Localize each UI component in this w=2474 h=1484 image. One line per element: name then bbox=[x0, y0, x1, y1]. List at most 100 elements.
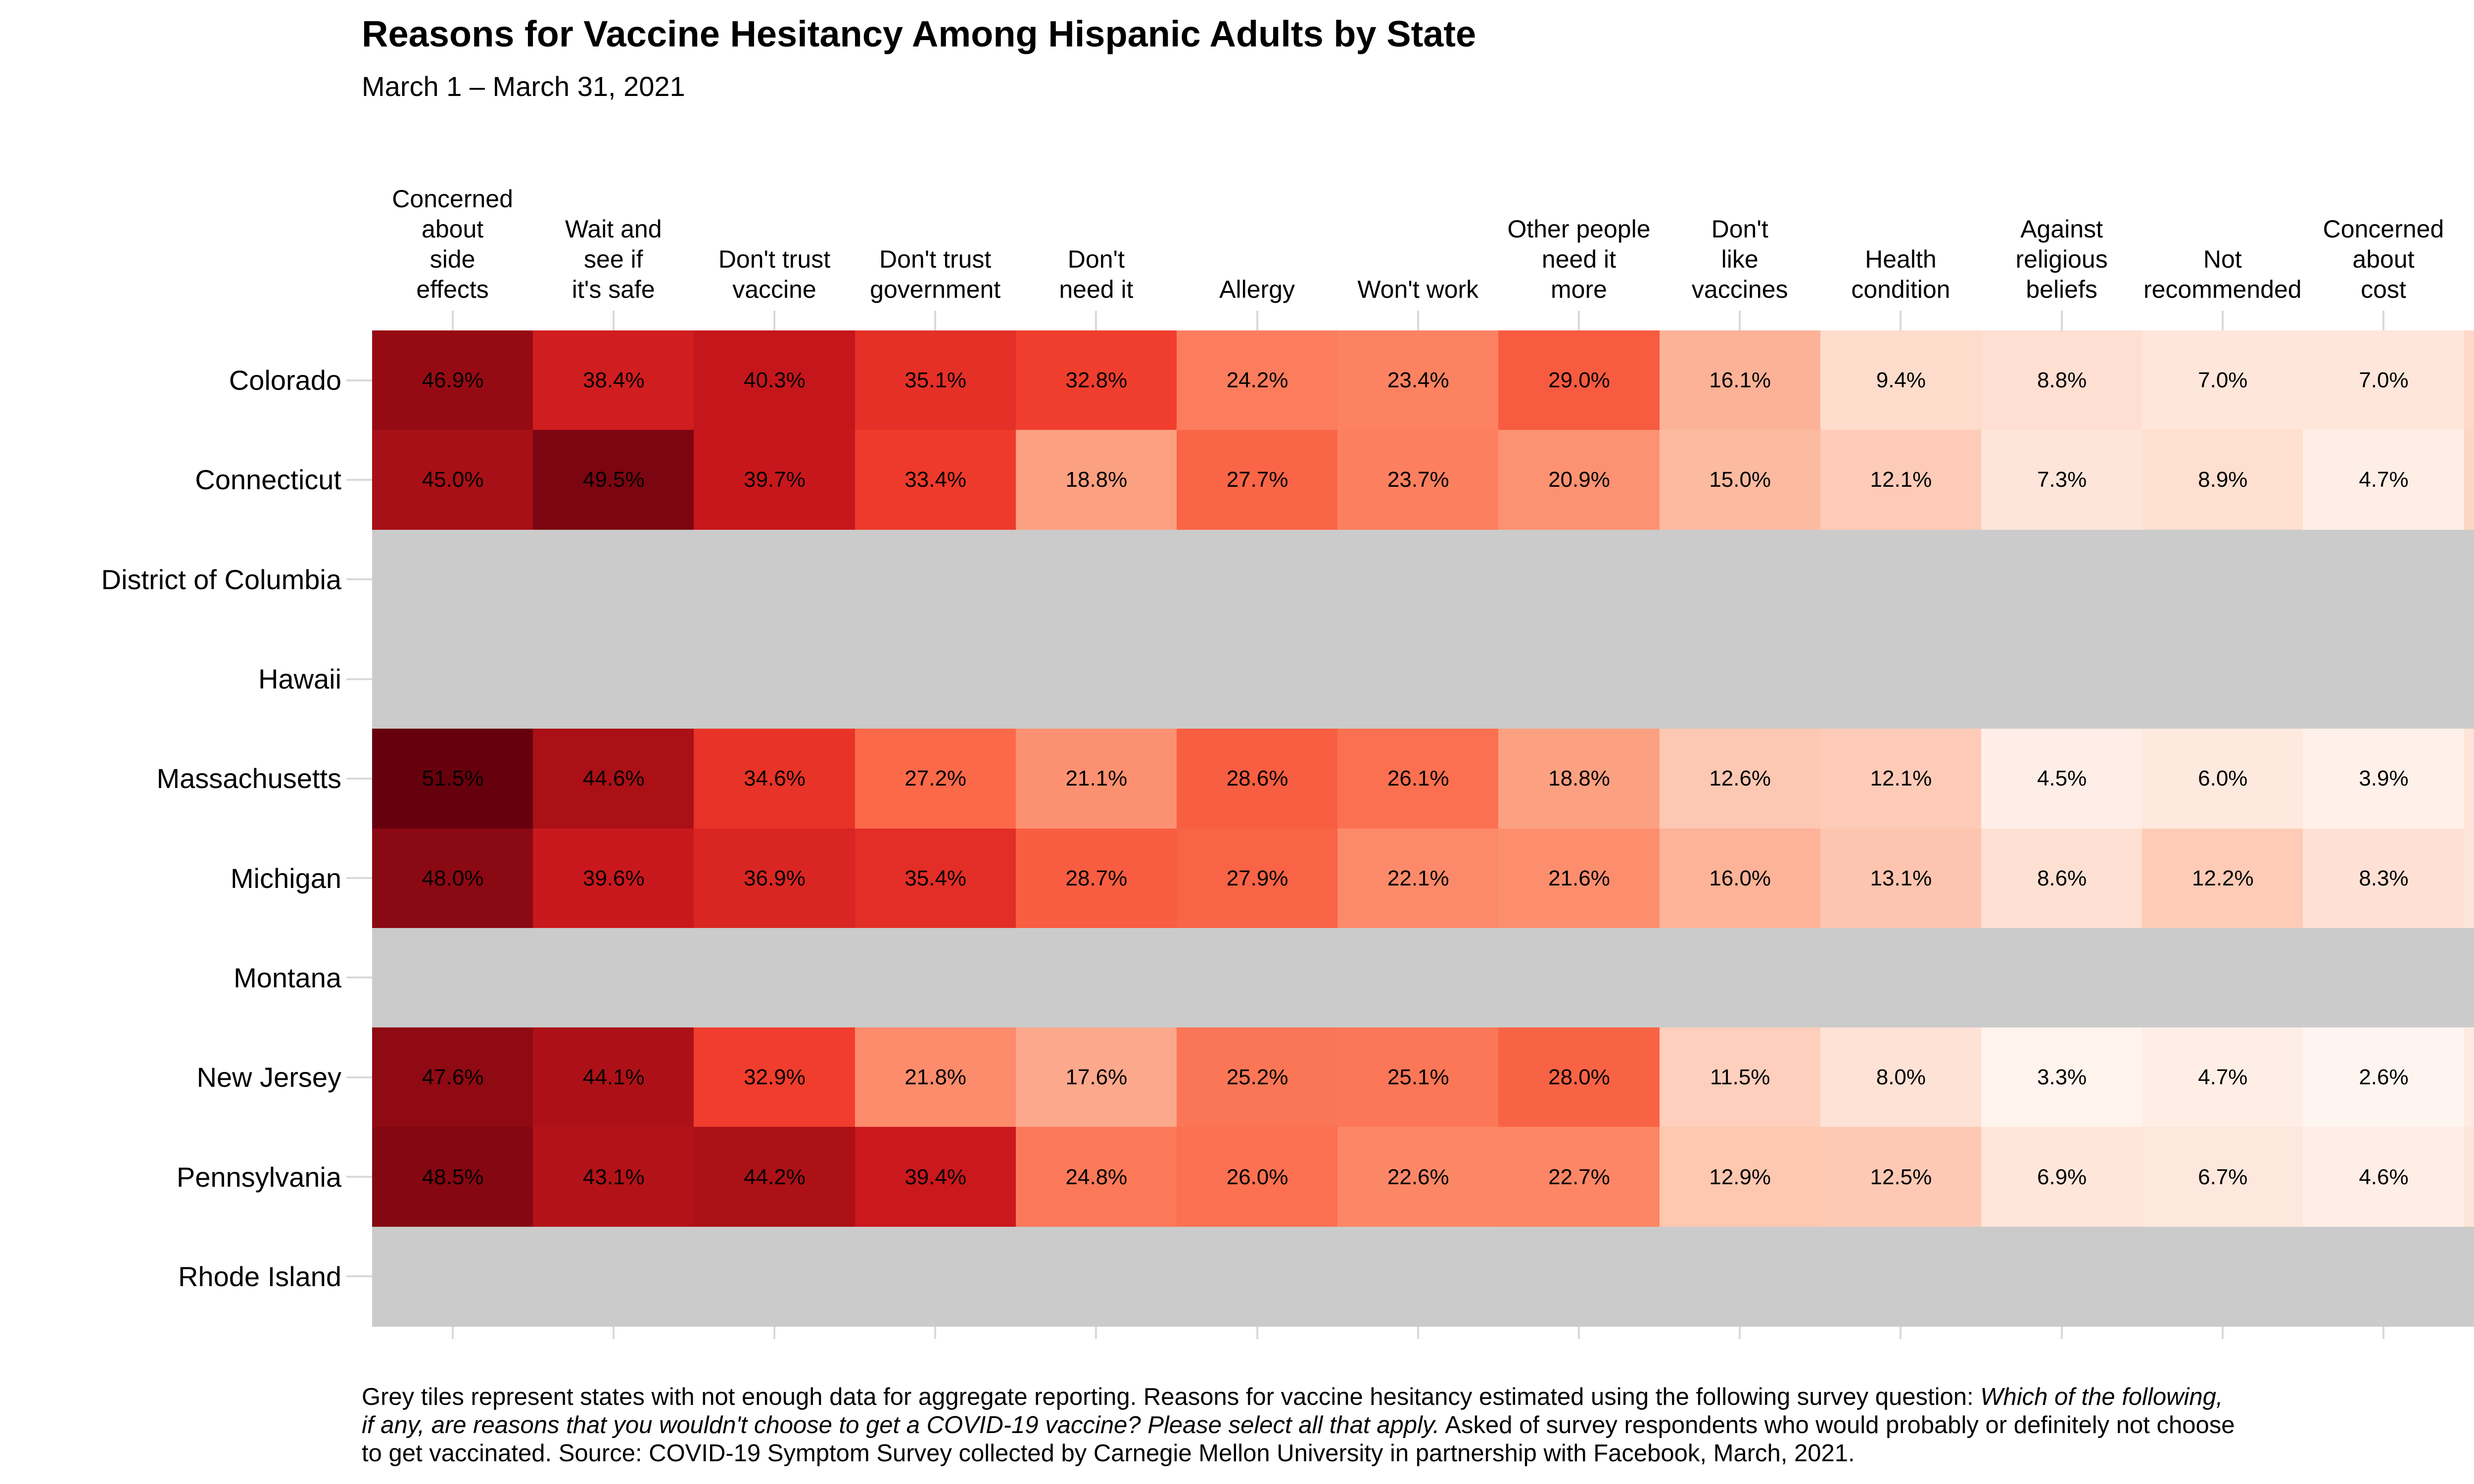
row-label: Montana bbox=[234, 962, 341, 993]
heatmap-cell: 49.5% bbox=[533, 430, 695, 530]
footer-segment: Asked of survey respondents who would pr… bbox=[1439, 1412, 2235, 1438]
column-header: Don't trust government bbox=[870, 245, 1001, 303]
column-header: Not recommended bbox=[2143, 245, 2302, 303]
heatmap-cell: 9.4% bbox=[1820, 330, 1982, 431]
heatmap-cell: 21.6% bbox=[1498, 828, 1660, 928]
heatmap-cell: 35.4% bbox=[855, 828, 1016, 928]
column-tick-top bbox=[934, 311, 937, 330]
column-tick-top bbox=[2221, 311, 2224, 330]
heatmap-cell: 7.8% bbox=[2464, 729, 2474, 829]
heatmap-cell: 26.0% bbox=[1177, 1127, 1338, 1227]
heatmap-cell: 2.6% bbox=[2303, 1027, 2465, 1128]
heatmap-cell: 27.9% bbox=[1177, 828, 1338, 928]
footer-line: to get vaccinated. Source: COVID-19 Symp… bbox=[362, 1439, 2235, 1468]
row-label: Massachusetts bbox=[156, 763, 342, 794]
heatmap-cell: 23.7% bbox=[1337, 430, 1499, 530]
heatmap-cell: 27.2% bbox=[855, 729, 1016, 829]
heatmap-cell: 44.1% bbox=[533, 1027, 695, 1128]
page-title: Reasons for Vaccine Hesitancy Among Hisp… bbox=[362, 13, 1476, 54]
heatmap-cell: 3.9% bbox=[2303, 729, 2465, 829]
column-tick-top bbox=[773, 311, 775, 330]
heatmap-cell: 17.6% bbox=[1015, 1027, 1177, 1128]
column-tick-bottom bbox=[612, 1326, 615, 1339]
heatmap-cell: 39.4% bbox=[855, 1127, 1016, 1227]
heatmap-cell: 4.6% bbox=[2303, 1127, 2465, 1227]
heatmap-cell: 22.6% bbox=[1337, 1127, 1499, 1227]
heatmap-cell: 16.1% bbox=[1659, 330, 1821, 431]
column-tick-bottom bbox=[1417, 1326, 1419, 1339]
heatmap-cell: 16.0% bbox=[1659, 828, 1821, 928]
heatmap-cell: 39.6% bbox=[533, 828, 695, 928]
column-tick-bottom bbox=[1256, 1326, 1258, 1339]
column-tick-bottom bbox=[1739, 1326, 1741, 1339]
row-label: District of Columbia bbox=[101, 563, 341, 595]
column-tick-top bbox=[2382, 311, 2384, 330]
column-tick-top bbox=[1417, 311, 1419, 330]
heatmap-cell: 28.0% bbox=[1498, 1027, 1660, 1128]
row-tick-left bbox=[346, 478, 372, 481]
column-tick-top bbox=[1578, 311, 1580, 330]
column-header: Pregnancy bbox=[2434, 132, 2474, 305]
heatmap-cell: 12.1% bbox=[1820, 430, 1982, 530]
column-header: Allergy bbox=[1219, 276, 1295, 303]
row-tick-left bbox=[346, 1076, 372, 1078]
heatmap-cell: 10.5% bbox=[2464, 430, 2474, 530]
heatmap-cell: 22.7% bbox=[1498, 1127, 1660, 1227]
heatmap-cell: 22.1% bbox=[1337, 828, 1499, 928]
heatmap-cell: 12.9% bbox=[1659, 1127, 1821, 1227]
heatmap-cell: 11.5% bbox=[1659, 1027, 1821, 1128]
heatmap-cell: 46.9% bbox=[372, 330, 534, 431]
heatmap-cell: 48.0% bbox=[372, 828, 534, 928]
column-header: Concerned about side effects bbox=[392, 185, 513, 303]
column-tick-bottom bbox=[1095, 1326, 1097, 1339]
row-label: Connecticut bbox=[195, 464, 341, 496]
row-tick-left bbox=[346, 379, 372, 381]
column-header: Concerned about cost bbox=[2323, 215, 2444, 303]
footer-segment: to get vaccinated. Source: COVID-19 Symp… bbox=[362, 1440, 1855, 1467]
heatmap-cell: 24.2% bbox=[1177, 330, 1338, 431]
heatmap-cell: 29.0% bbox=[1498, 330, 1660, 431]
row-label: Colorado bbox=[229, 365, 341, 396]
column-tick-top bbox=[1256, 311, 1258, 330]
footer-segment: Grey tiles represent states with not eno… bbox=[362, 1384, 1981, 1410]
heatmap-cell: 7.0% bbox=[2303, 330, 2465, 431]
heatmap-cell: 21.1% bbox=[1015, 729, 1177, 829]
heatmap-cell: 18.8% bbox=[1015, 430, 1177, 530]
row-label: Michigan bbox=[230, 862, 341, 894]
column-tick-bottom bbox=[1578, 1326, 1580, 1339]
column-header: Won't work bbox=[1357, 276, 1479, 303]
row-label: New Jersey bbox=[196, 1062, 341, 1093]
row-label: Rhode Island bbox=[178, 1260, 341, 1292]
footer-line: if any, are reasons that you wouldn't ch… bbox=[362, 1411, 2235, 1439]
row-tick-left bbox=[346, 1176, 372, 1178]
heatmap-cell: 13.1% bbox=[1820, 828, 1982, 928]
heatmap-cell: 6.9% bbox=[1981, 1127, 2143, 1227]
column-header: Health condition bbox=[1851, 245, 1951, 303]
column-header: Other people need it more bbox=[1507, 215, 1651, 303]
heatmap-cell: 51.5% bbox=[372, 729, 534, 829]
heatmap-cell: 20.9% bbox=[1498, 430, 1660, 530]
row-tick-left bbox=[346, 877, 372, 880]
column-header: Don't need it bbox=[1059, 245, 1134, 303]
heatmap-cell: 45.0% bbox=[372, 430, 534, 530]
column-header: Against religious beliefs bbox=[2015, 215, 2108, 303]
heatmap-cell: 7.3% bbox=[2464, 1127, 2474, 1227]
heatmap-cell: 6.0% bbox=[2142, 729, 2304, 829]
heatmap-cell: 15.0% bbox=[1659, 430, 1821, 530]
footer-line: Grey tiles represent states with not eno… bbox=[362, 1383, 2235, 1411]
heatmap-cell: 34.6% bbox=[694, 729, 856, 829]
heatmap-cell: 4.7% bbox=[2142, 1027, 2304, 1128]
column-tick-bottom bbox=[1900, 1326, 1902, 1339]
heatmap-cell: 44.6% bbox=[533, 729, 695, 829]
column-header: Don't trust vaccine bbox=[718, 245, 831, 303]
heatmap-cell: 8.8% bbox=[1981, 330, 2143, 431]
no-data-row bbox=[372, 1226, 2474, 1327]
heatmap-cell: 32.9% bbox=[694, 1027, 856, 1128]
heatmap-cell: 25.2% bbox=[1177, 1027, 1338, 1128]
heatmap-cell: 18.8% bbox=[1498, 729, 1660, 829]
column-tick-top bbox=[2060, 311, 2063, 330]
heatmap-cell: 23.4% bbox=[1337, 330, 1499, 431]
heatmap-cell: 4.5% bbox=[1981, 729, 2143, 829]
row-tick-left bbox=[346, 1275, 372, 1278]
column-tick-top bbox=[1739, 311, 1741, 330]
